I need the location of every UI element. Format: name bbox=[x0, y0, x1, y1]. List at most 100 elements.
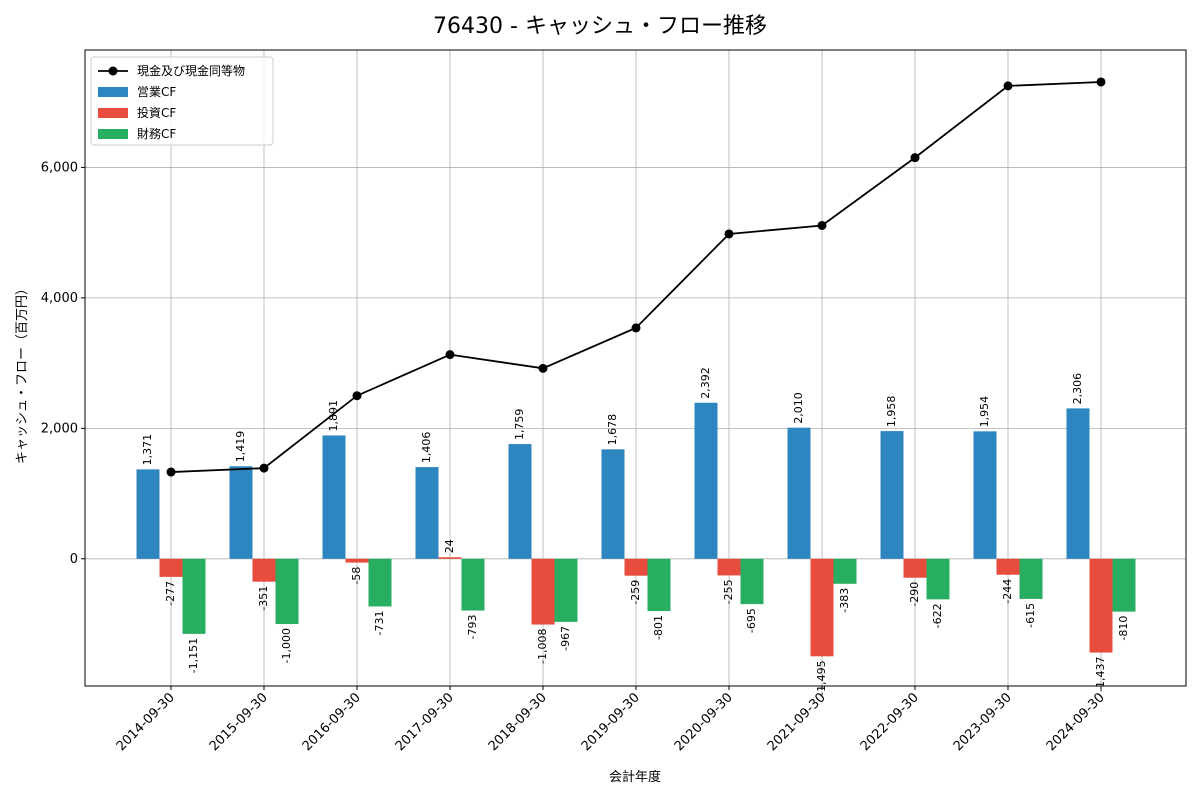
point-cash bbox=[1003, 81, 1013, 91]
bar-operating bbox=[694, 402, 718, 559]
y-tick-label: 0 bbox=[70, 552, 78, 567]
data-label-operating: 1,958 bbox=[885, 396, 898, 428]
data-label-operating: 1,954 bbox=[978, 396, 991, 428]
bar-financing bbox=[1019, 558, 1043, 599]
bar-financing bbox=[926, 558, 950, 600]
data-label-financing: -695 bbox=[745, 608, 758, 633]
data-label-operating: 2,306 bbox=[1071, 373, 1084, 405]
legend-swatch-marker bbox=[108, 66, 118, 76]
bar-investing bbox=[345, 558, 369, 563]
data-label-financing: -801 bbox=[652, 615, 665, 640]
bars bbox=[136, 402, 1136, 657]
data-label-operating: 1,406 bbox=[420, 432, 433, 464]
point-cash bbox=[910, 153, 920, 163]
bar-operating bbox=[601, 449, 625, 559]
x-tick-label: 2022-09-30 bbox=[858, 690, 922, 754]
legend-swatch bbox=[98, 108, 128, 118]
y-tick-label: 4,000 bbox=[41, 291, 78, 306]
bar-financing bbox=[554, 558, 578, 622]
data-label-financing: -810 bbox=[1117, 616, 1130, 641]
legend-swatch bbox=[98, 87, 128, 97]
x-tick-label: 2021-09-30 bbox=[765, 690, 829, 754]
bar-operating bbox=[415, 467, 439, 559]
legend-label: 現金及び現金同等物 bbox=[137, 63, 245, 78]
bar-investing bbox=[438, 557, 462, 559]
bar-investing bbox=[903, 558, 927, 578]
x-tick-label: 2020-09-30 bbox=[672, 690, 736, 754]
bar-financing bbox=[1112, 558, 1136, 612]
data-label-financing: -967 bbox=[559, 626, 572, 651]
data-label-operating: 2,010 bbox=[792, 392, 805, 424]
x-tick-label: 2015-09-30 bbox=[207, 690, 271, 754]
bar-investing bbox=[1089, 558, 1113, 653]
y-tick-label: 6,000 bbox=[41, 160, 78, 175]
data-label-investing: -351 bbox=[257, 586, 270, 611]
legend-box bbox=[90, 56, 274, 146]
bar-operating bbox=[136, 469, 160, 559]
x-tick-label: 2023-09-30 bbox=[951, 690, 1015, 754]
bar-investing bbox=[717, 558, 741, 576]
point-cash bbox=[1096, 77, 1106, 87]
point-cash bbox=[538, 363, 548, 373]
bar-operating bbox=[322, 435, 346, 559]
bar-investing bbox=[531, 558, 555, 625]
bar-financing bbox=[275, 558, 299, 625]
data-label-investing: -1,437 bbox=[1094, 657, 1107, 692]
y-axis-label: キャッシュ・フロー（百万円） bbox=[15, 282, 30, 464]
data-label-financing: -383 bbox=[838, 588, 851, 613]
data-label-investing: -290 bbox=[908, 582, 921, 607]
bar-investing bbox=[159, 558, 183, 577]
x-tick-label: 2017-09-30 bbox=[393, 690, 457, 754]
data-label-operating: 2,392 bbox=[699, 367, 712, 399]
y-tick-label: 2,000 bbox=[41, 421, 78, 436]
bar-financing bbox=[740, 558, 764, 605]
point-cash bbox=[259, 463, 269, 473]
bar-operating bbox=[229, 466, 253, 559]
data-label-financing: -731 bbox=[373, 610, 386, 635]
bar-operating bbox=[973, 431, 997, 559]
bar-investing bbox=[252, 558, 276, 582]
data-label-operating: 1,891 bbox=[327, 400, 340, 432]
x-tick-label: 2014-09-30 bbox=[114, 690, 178, 754]
point-cash bbox=[631, 323, 641, 333]
cash-line bbox=[166, 77, 1106, 477]
bar-operating bbox=[1066, 408, 1090, 559]
data-label-investing: -259 bbox=[629, 580, 642, 605]
data-label-operating: 1,759 bbox=[513, 409, 526, 441]
point-cash bbox=[817, 220, 827, 230]
bar-financing bbox=[182, 558, 206, 634]
data-label-investing: -277 bbox=[164, 581, 177, 606]
bar-operating bbox=[787, 427, 811, 559]
x-tick-label: 2024-09-30 bbox=[1044, 690, 1108, 754]
x-axis-label: 会計年度 bbox=[609, 769, 661, 785]
x-tick-label: 2016-09-30 bbox=[300, 690, 364, 754]
bar-operating bbox=[508, 444, 532, 559]
legend-label: 財務CF bbox=[137, 126, 176, 141]
data-label-investing: -255 bbox=[722, 579, 735, 604]
legend-label: 営業CF bbox=[137, 85, 176, 99]
bar-financing bbox=[461, 558, 485, 611]
bar-investing bbox=[624, 558, 648, 576]
data-label-financing: -1,151 bbox=[187, 638, 200, 673]
data-label-financing: -793 bbox=[466, 615, 479, 640]
data-label-financing: -615 bbox=[1024, 603, 1037, 628]
bar-operating bbox=[880, 431, 904, 559]
data-label-investing: -1,008 bbox=[536, 629, 549, 664]
chart-title: 76430 - キャッシュ・フロー推移 bbox=[433, 14, 767, 39]
data-label-operating: 1,678 bbox=[606, 414, 619, 446]
data-labels: 1,371 1,419 1,891 1,406 1,759 1,678 2,392 2,010… bbox=[141, 367, 1130, 696]
point-cash bbox=[352, 391, 362, 401]
point-cash bbox=[166, 467, 176, 477]
x-tick-label: 2019-09-30 bbox=[579, 690, 643, 754]
bar-financing bbox=[368, 558, 392, 607]
point-cash bbox=[445, 350, 455, 360]
point-cash bbox=[724, 229, 734, 239]
data-label-financing: -622 bbox=[931, 603, 944, 628]
data-label-investing: -244 bbox=[1001, 579, 1014, 604]
bar-investing bbox=[810, 558, 834, 657]
data-label-operating: 1,371 bbox=[141, 434, 154, 466]
bar-financing bbox=[647, 558, 671, 612]
data-label-operating: 1,419 bbox=[234, 431, 247, 463]
